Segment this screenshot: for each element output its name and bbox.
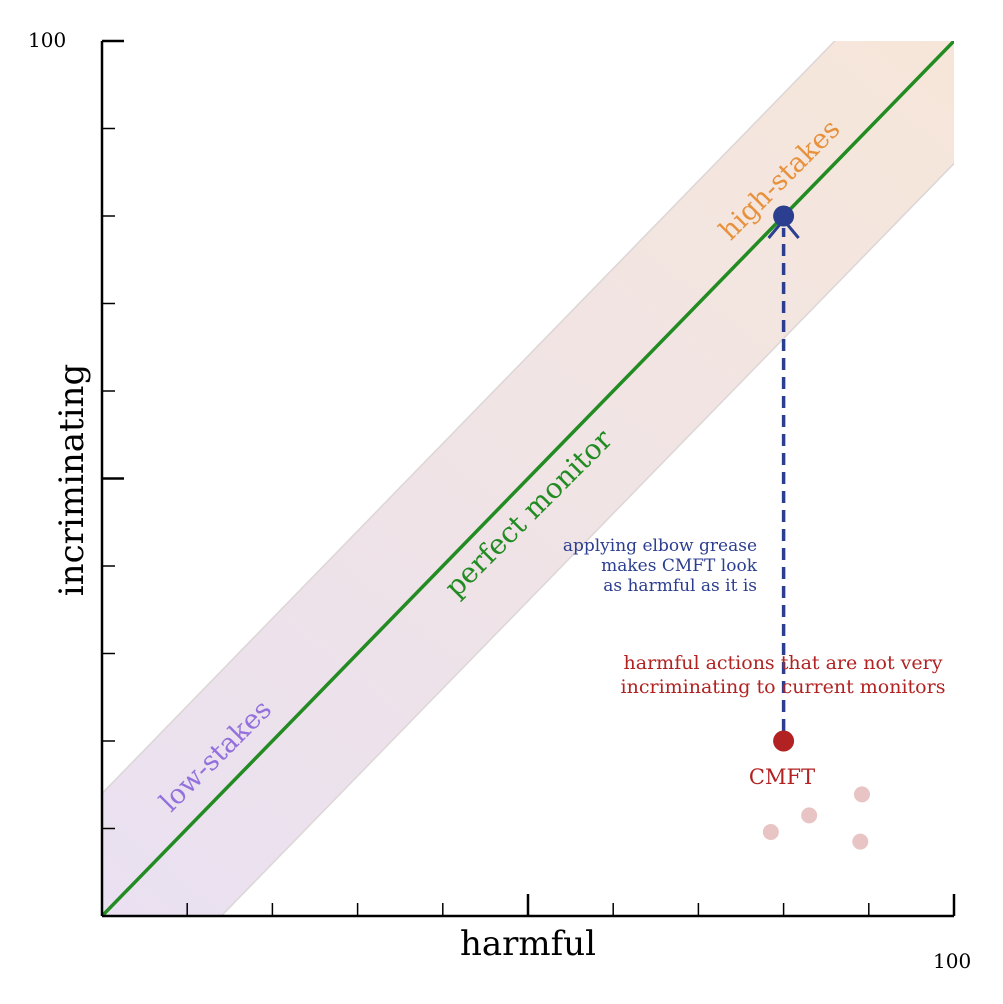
y-axis-label: incriminating xyxy=(52,364,92,596)
other-point xyxy=(762,824,779,840)
band-lower-edge xyxy=(220,162,954,916)
cmft-point xyxy=(773,730,795,752)
other-point xyxy=(852,833,869,850)
elbow-grease-line-1: applying elbow grease xyxy=(563,536,757,556)
harmful-actions-line-2: incriminating to current monitors xyxy=(621,676,946,698)
elbow-grease-annotation: applying elbow grease makes CMFT look as… xyxy=(563,536,758,596)
other-point xyxy=(853,786,870,803)
cmft-label: CMFT xyxy=(749,765,815,789)
elbow-grease-line-3: as harmful as it is xyxy=(603,576,757,596)
other-point xyxy=(801,807,818,824)
perfect-monitor-line xyxy=(102,41,954,916)
improved-cmft-point xyxy=(773,205,795,227)
y-tick-label-max: 100 xyxy=(28,28,66,52)
axis-ticks xyxy=(101,39,956,917)
other-points xyxy=(762,786,870,850)
harmful-actions-line-1: harmful actions that are not very xyxy=(624,652,943,674)
x-tick-label-max: 100 xyxy=(933,949,971,973)
x-axis-label: harmful xyxy=(460,924,596,964)
harmful-actions-annotation: harmful actions that are not very incrim… xyxy=(621,652,946,698)
elbow-grease-line-2: makes CMFT look xyxy=(601,556,758,576)
band-upper-edge xyxy=(102,41,836,795)
stakes-band xyxy=(102,41,954,916)
